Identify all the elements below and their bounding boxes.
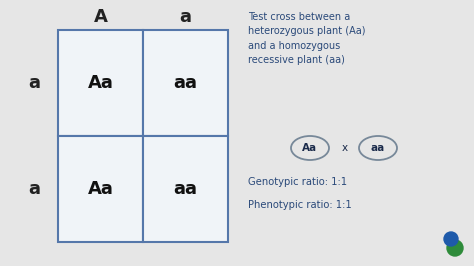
Text: aa: aa — [173, 74, 198, 92]
Circle shape — [447, 240, 463, 256]
Circle shape — [444, 232, 458, 246]
Text: a: a — [28, 180, 40, 198]
Text: aa: aa — [173, 180, 198, 198]
Text: Aa: Aa — [88, 180, 113, 198]
Text: aa: aa — [371, 143, 385, 153]
Bar — [58, 30, 143, 136]
Bar — [143, 136, 228, 242]
Bar — [143, 30, 228, 136]
Text: Aa: Aa — [88, 74, 113, 92]
Bar — [58, 136, 143, 242]
Text: A: A — [93, 8, 108, 26]
Text: Genotypic ratio: 1:1: Genotypic ratio: 1:1 — [248, 177, 347, 187]
Text: Aa: Aa — [302, 143, 318, 153]
Text: a: a — [28, 74, 40, 92]
Text: x: x — [342, 143, 348, 153]
Text: Phenotypic ratio: 1:1: Phenotypic ratio: 1:1 — [248, 200, 352, 210]
Text: a: a — [180, 8, 191, 26]
Text: Test cross between a
heterozygous plant (Aa)
and a homozygous
recessive plant (a: Test cross between a heterozygous plant … — [248, 12, 365, 65]
